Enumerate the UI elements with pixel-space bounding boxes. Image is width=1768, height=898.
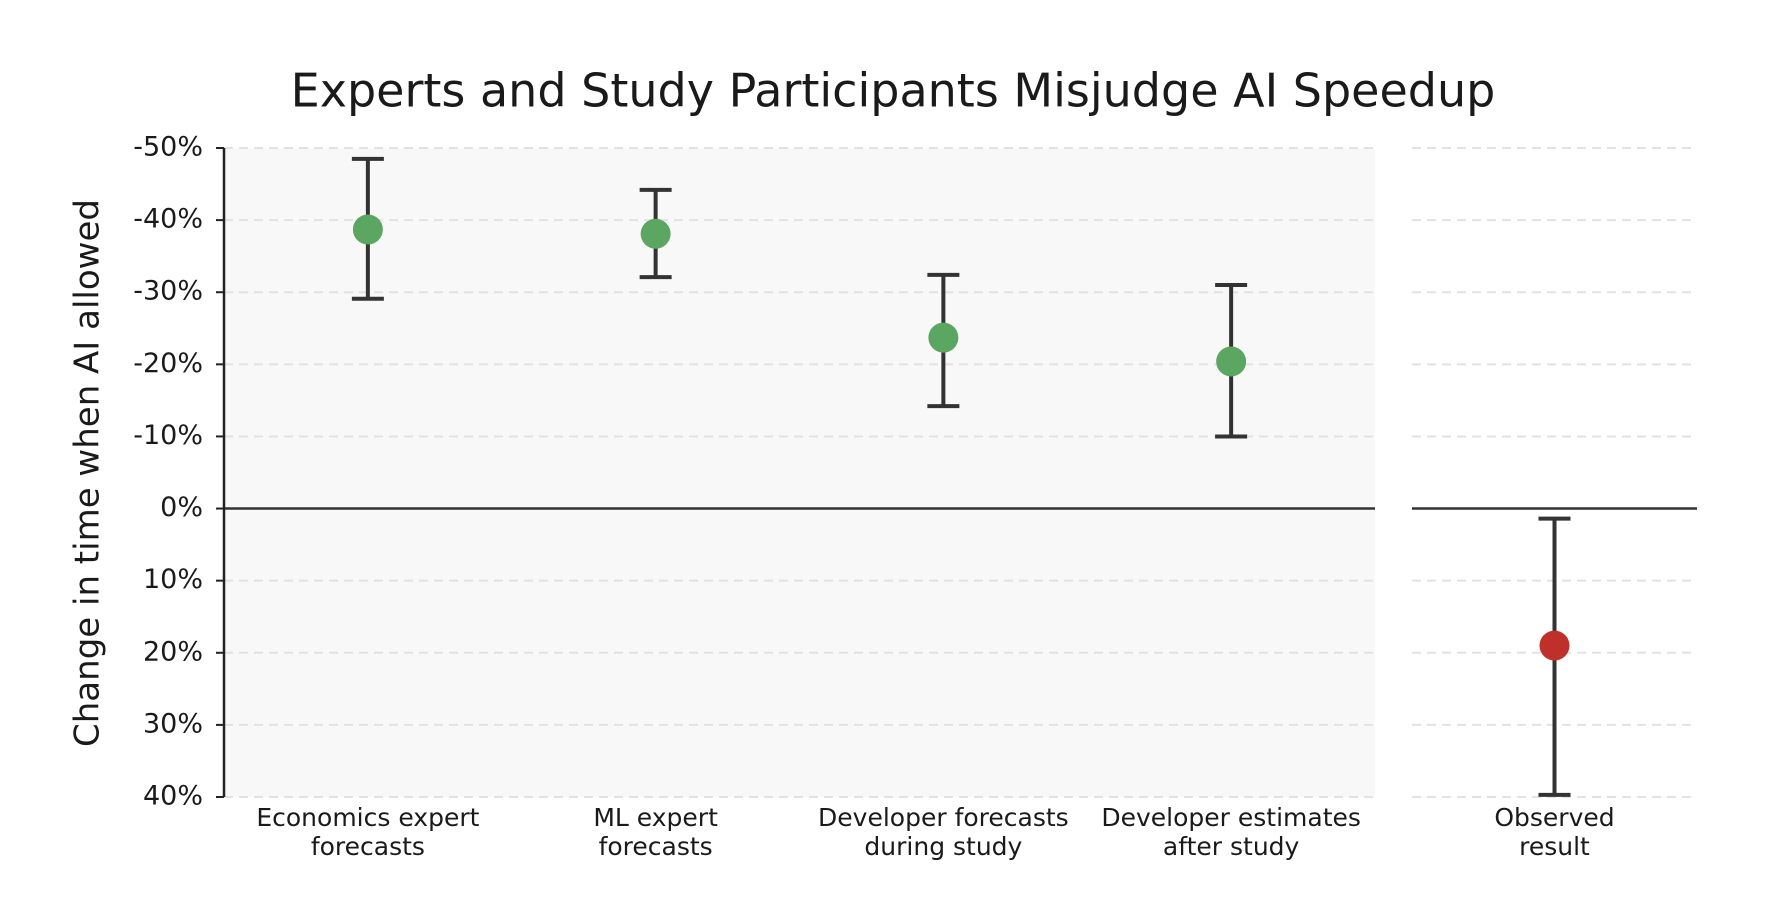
- y-tick-label: 20%: [143, 636, 203, 667]
- y-tick-label: 0%: [160, 492, 203, 523]
- y-tick-label: 30%: [143, 708, 203, 739]
- chart-title: Experts and Study Participants Misjudge …: [291, 64, 1496, 118]
- y-tick-label: 40%: [143, 781, 203, 812]
- y-tick-label: -40%: [133, 204, 203, 235]
- point: [1539, 630, 1570, 661]
- y-tick-label: -30%: [133, 276, 203, 307]
- panel-background: [224, 148, 1375, 797]
- y-tick-label: -10%: [133, 420, 203, 451]
- point: [352, 214, 383, 245]
- x-tick-label: Developer forecasts during study: [818, 803, 1069, 861]
- point: [640, 218, 671, 249]
- point: [1216, 346, 1247, 377]
- y-axis-label: Change in time when AI allowed: [68, 199, 108, 747]
- y-tick-label: -20%: [133, 348, 203, 379]
- y-tick-label: -50%: [133, 132, 203, 163]
- point: [928, 322, 959, 353]
- x-tick-label: ML expert forecasts: [593, 803, 718, 861]
- x-tick-label: Economics expert forecasts: [256, 803, 479, 861]
- x-tick-label: Observed result: [1494, 803, 1614, 861]
- x-tick-label: Developer estimates after study: [1101, 803, 1361, 861]
- y-tick-label: 10%: [143, 564, 203, 595]
